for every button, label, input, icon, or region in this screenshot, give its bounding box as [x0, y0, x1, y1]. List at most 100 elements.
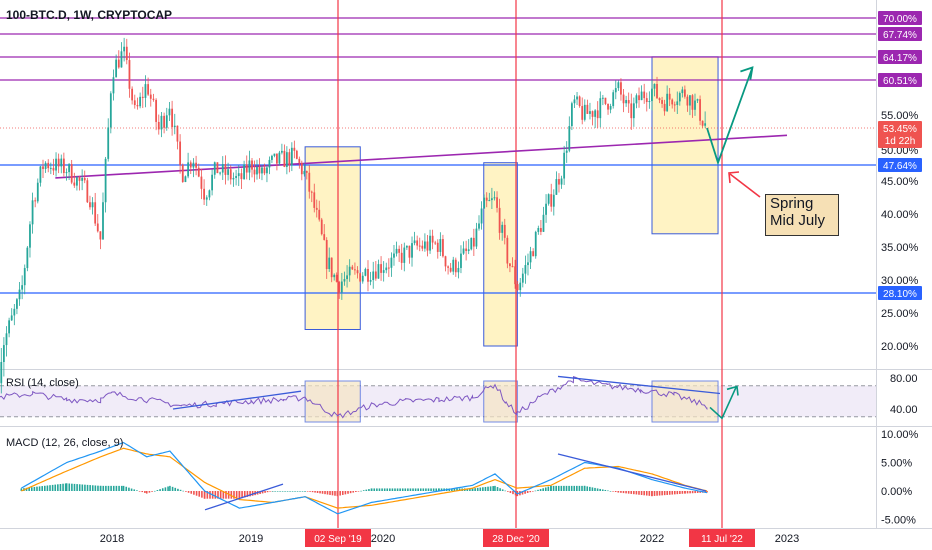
candle-body: [632, 103, 635, 119]
macd-histogram-bar: [501, 489, 504, 491]
candle-body: [152, 98, 155, 100]
macd-histogram-bar: [453, 488, 456, 491]
macd-histogram-bar: [294, 491, 296, 492]
candle-body: [192, 162, 195, 168]
candle-body: [160, 115, 163, 130]
candle-body: [380, 264, 382, 273]
candle-body: [434, 242, 437, 244]
price-axis-tick: 20.00%: [881, 341, 919, 353]
candle-body: [91, 202, 94, 208]
macd-histogram-bar: [30, 487, 33, 491]
macd-histogram-bar: [560, 485, 563, 491]
macd-histogram-bar: [214, 491, 217, 499]
candle-body: [635, 95, 638, 104]
macd-histogram-bar: [347, 491, 349, 494]
candle-body: [253, 169, 256, 175]
candle-body: [537, 228, 540, 232]
candle-body: [115, 59, 118, 78]
macd-histogram-bar: [466, 488, 469, 491]
candle-body: [141, 96, 144, 98]
candle-body: [179, 141, 182, 165]
macd-histogram-bar: [583, 485, 586, 491]
macd-histogram-bar: [474, 488, 476, 491]
level-badge: [878, 27, 922, 41]
macd-histogram-bar: [425, 488, 427, 491]
macd-histogram-bar: [125, 486, 128, 491]
candle-body: [658, 98, 661, 101]
candle-body: [573, 99, 576, 104]
candle-body: [563, 152, 566, 179]
macd-histogram-bar: [249, 491, 251, 497]
macd-histogram-bar: [658, 491, 661, 496]
macd-histogram-bar: [97, 485, 99, 491]
macd-histogram-bar: [653, 491, 656, 496]
macd-rising-trendline: [204, 483, 284, 511]
candle-body: [351, 266, 354, 270]
candle-body: [367, 268, 369, 282]
macd-histogram-bar: [130, 488, 133, 491]
candle-body: [290, 147, 293, 166]
price-axis-tick: 55.00%: [881, 110, 919, 122]
macd-histogram-bar: [266, 491, 269, 493]
macd-histogram-bar: [484, 486, 487, 491]
macd-histogram-bar: [133, 489, 136, 491]
current-price-badge: [878, 121, 922, 148]
macd-histogram-bar: [209, 491, 211, 499]
macd-histogram-bar: [607, 490, 609, 492]
candle-body: [390, 257, 393, 268]
macd-histogram-bar: [550, 485, 552, 491]
macd-histogram-bar: [286, 491, 289, 492]
macd-histogram-bar: [331, 491, 334, 496]
macd-histogram-bar: [476, 487, 479, 491]
macd-histogram-bar: [73, 483, 76, 491]
rsi-axis-tick: 40.00: [890, 404, 918, 416]
candle-body: [89, 202, 91, 208]
macd-histogram-bar: [59, 484, 62, 491]
macd-histogram-bar: [586, 486, 589, 491]
spring-pointer-head: [728, 171, 740, 184]
candle-body: [583, 104, 586, 120]
candle-body: [96, 223, 99, 232]
macd-histogram-bar: [344, 491, 347, 495]
macd-signal-line: [21, 447, 708, 509]
candle-body: [308, 172, 311, 192]
macd-axis-tick: 10.00%: [881, 429, 919, 441]
macd-histogram-bar: [419, 488, 422, 491]
candle-body: [271, 155, 273, 160]
pane-separator: [0, 426, 932, 427]
macd-histogram-bar: [284, 491, 286, 492]
macd-histogram-bar: [336, 491, 339, 497]
candle-body: [470, 237, 473, 250]
macd-histogram-bar: [512, 491, 514, 495]
macd-histogram-bar: [381, 488, 383, 491]
time-axis-tick: 2019: [239, 533, 263, 545]
macd-histogram-bar: [86, 484, 89, 491]
macd-histogram-bar: [304, 491, 306, 492]
candle-body: [701, 120, 704, 126]
macd-histogram-bar: [217, 491, 219, 499]
candle-body: [483, 197, 486, 209]
macd-histogram-bar: [138, 491, 141, 492]
candle-body: [23, 268, 26, 286]
candle-body: [232, 177, 235, 180]
macd-histogram-bar: [25, 487, 28, 491]
macd-histogram-bar: [71, 483, 73, 491]
macd-histogram-bar: [193, 491, 195, 495]
candle-body: [34, 200, 37, 202]
candle-body: [686, 96, 689, 106]
date-marker-badge: [305, 529, 371, 547]
candle-body: [555, 179, 558, 195]
level-badge: [878, 50, 922, 64]
macd-histogram-bar: [54, 484, 57, 491]
candle-body: [276, 153, 278, 164]
macd-histogram-bar: [357, 491, 360, 492]
macd-histogram-bar: [195, 491, 198, 496]
candle-body: [2, 345, 5, 362]
macd-histogram-bar: [259, 491, 261, 494]
candle-body: [165, 115, 168, 128]
macd-histogram-bar: [326, 491, 329, 495]
macd-histogram-bar: [94, 485, 97, 491]
macd-histogram-bar: [291, 491, 294, 492]
macd-histogram-bar: [617, 491, 620, 493]
